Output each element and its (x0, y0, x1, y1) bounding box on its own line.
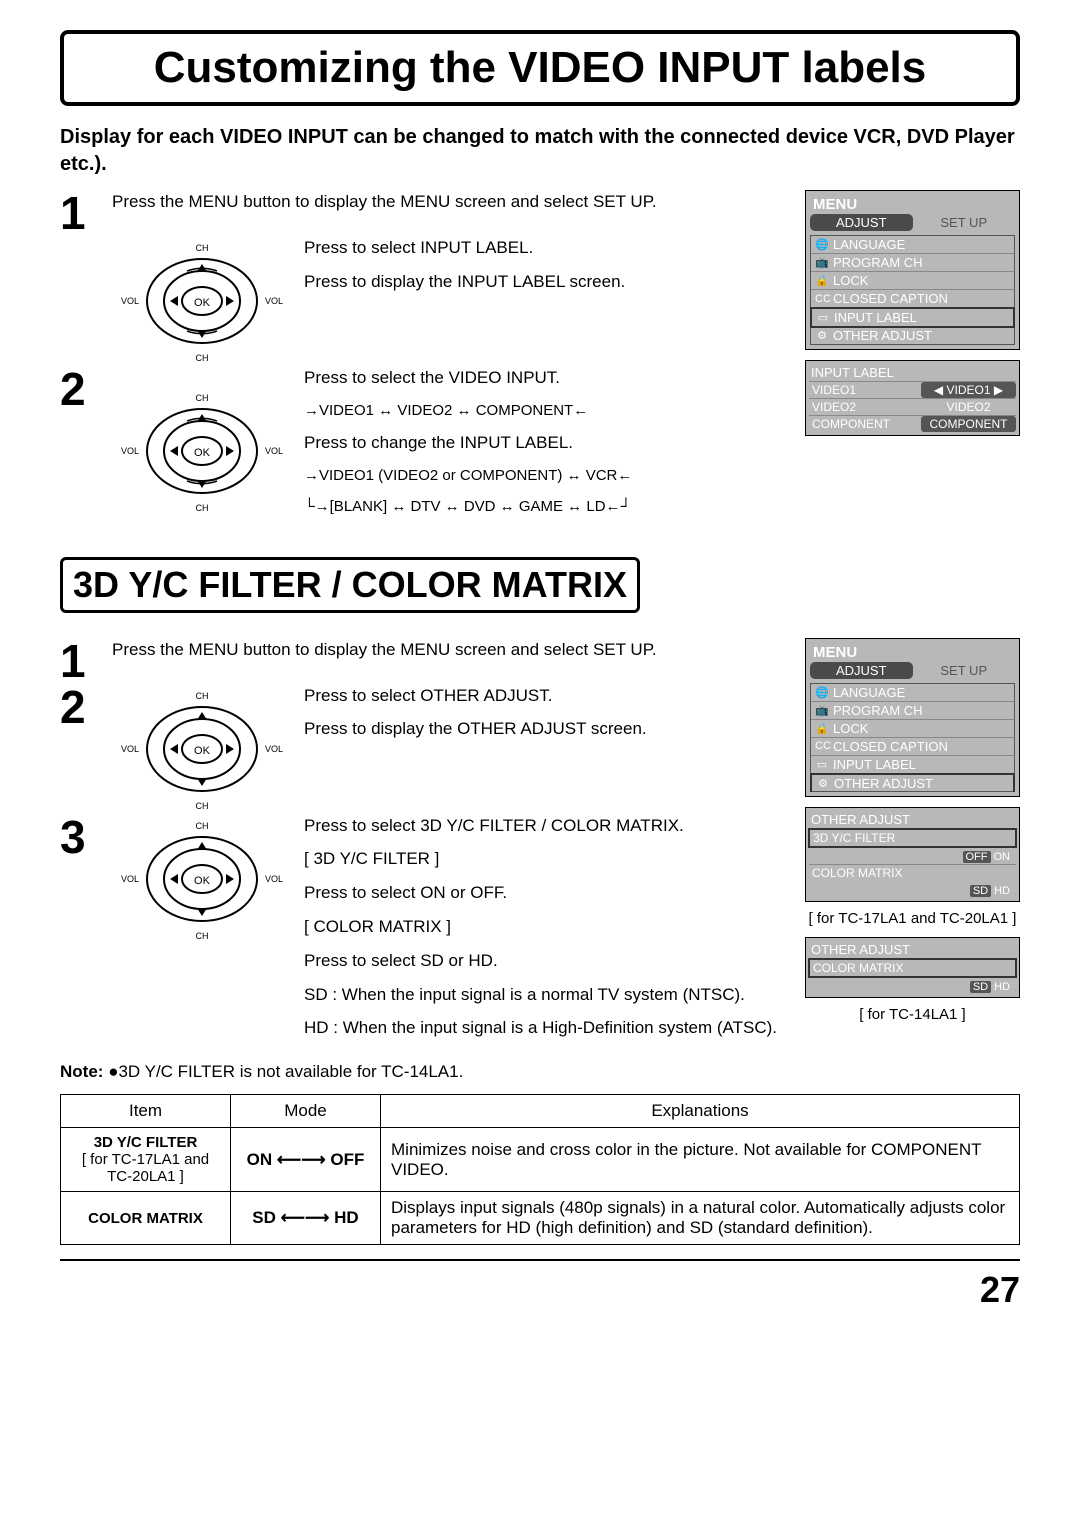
svg-text:CH: CH (196, 931, 209, 941)
note: Note: ●3D Y/C FILTER is not available fo… (60, 1062, 1020, 1082)
step-number: 1 (60, 638, 100, 684)
osd-input-label-title: INPUT LABEL (809, 364, 1016, 381)
svg-text:VOL: VOL (265, 446, 283, 456)
svg-text:CH: CH (196, 353, 209, 363)
svg-text:VOL: VOL (265, 744, 283, 754)
osd-item-input-label: ▭INPUT LABEL (810, 307, 1015, 328)
s2-step3-hd: HD : When the input signal is a High-Def… (304, 1016, 795, 1040)
s1-step1b: Press to display the INPUT LABEL screen. (304, 270, 795, 294)
section2-title-frame: 3D Y/C FILTER / COLOR MATRIX (60, 557, 640, 613)
s2-step2a: Press to select OTHER ADJUST. (304, 684, 795, 708)
section1-intro: Display for each VIDEO INPUT can be chan… (60, 124, 1020, 178)
s1-step2-flow2b: └→[BLANK] ↔ DTV ↔ DVD ↔ GAME ↔ LD←┘ (304, 496, 795, 517)
osd-section2: MENU ADJUST SET UP 🌐LANGUAGE 📺PROGRAM CH… (805, 638, 1020, 1051)
osd-section1: MENU ADJUST SET UP 🌐LANGUAGE 📺PROGRAM CH… (805, 190, 1020, 527)
osd-tab-adjust: ADJUST (810, 214, 913, 231)
osd-tab-setup: SET UP (913, 214, 1016, 231)
svg-text:VOL: VOL (265, 296, 283, 306)
td-expl: Minimizes noise and cross color in the p… (381, 1128, 1020, 1192)
page-number: 27 (60, 1269, 1020, 1311)
svg-text:CH: CH (196, 503, 209, 513)
svg-text:OK: OK (194, 875, 211, 887)
svg-text:CH: CH (196, 691, 209, 701)
section2-title: 3D Y/C FILTER / COLOR MATRIX (71, 564, 629, 606)
osd-item-other-adjust: ⚙OTHER ADJUST (811, 327, 1014, 344)
s2-step3b-label: [ 3D Y/C FILTER ] (304, 847, 795, 871)
section1-title-frame: Customizing the VIDEO INPUT labels (60, 30, 1020, 106)
osd-menu: MENU ADJUST SET UP 🌐LANGUAGE 📺PROGRAM CH… (805, 190, 1020, 350)
svg-text:OK: OK (194, 745, 211, 757)
step-number: 2 (60, 684, 100, 730)
svg-text:CH: CH (196, 801, 209, 811)
bottom-rule (60, 1259, 1020, 1261)
s1-step2b: Press to change the INPUT LABEL. (304, 431, 795, 455)
osd-item-cc: CCCLOSED CAPTION (811, 290, 1014, 308)
section1-body: 1 Press the MENU button to display the M… (60, 190, 1020, 527)
osd-caption-1: [ for TC-17LA1 and TC-20LA1 ] (805, 910, 1020, 927)
page: Customizing the VIDEO INPUT labels Displ… (0, 0, 1080, 1331)
section1-title: Customizing the VIDEO INPUT labels (69, 39, 1011, 97)
svg-text:CH: CH (196, 821, 209, 831)
osd-menu-2: MENU ADJUST SET UP 🌐LANGUAGE 📺PROGRAM CH… (805, 638, 1020, 797)
note-text: ●3D Y/C FILTER is not available for TC-1… (108, 1062, 463, 1081)
s1-step2a: Press to select the VIDEO INPUT. (304, 366, 795, 390)
step-number: 3 (60, 814, 100, 860)
s1-step2-flow: →VIDEO1 ↔ VIDEO2 ↔ COMPONENT← (304, 400, 795, 421)
explanation-table: Item Mode Explanations 3D Y/C FILTER [ f… (60, 1094, 1020, 1245)
osd-item-lock: 🔒LOCK (811, 272, 1014, 290)
s2-step2: 2 OK CH CH VOL VOL (60, 684, 795, 814)
s2-step3c-label: [ COLOR MATRIX ] (304, 915, 795, 939)
s1-step2-flow2a: →VIDEO1 (VIDEO2 or COMPONENT) ↔ VCR← (304, 465, 795, 486)
step-number: 2 (60, 366, 100, 412)
svg-text:VOL: VOL (121, 744, 139, 754)
s2-step3: 3 OK CH CH VOL VOL (60, 814, 795, 1051)
svg-text:OK: OK (194, 297, 211, 309)
s2-step3a: Press to select 3D Y/C FILTER / COLOR MA… (304, 814, 795, 838)
table-row: COLOR MATRIX SD ⟵⟶ HD Displays input sig… (61, 1192, 1020, 1245)
svg-text:VOL: VOL (121, 446, 139, 456)
svg-text:OK: OK (194, 447, 211, 459)
svg-text:VOL: VOL (121, 296, 139, 306)
s1-step2: 2 OK CH CH VOL VOL (60, 366, 795, 527)
svg-text:VOL: VOL (121, 874, 139, 884)
th-item: Item (61, 1095, 231, 1128)
s2-step3c: Press to select SD or HD. (304, 949, 795, 973)
osd-item-program-ch: 📺PROGRAM CH (811, 254, 1014, 272)
remote-diagram: OK CH CH VOL VOL (112, 236, 292, 366)
osd-input-label: INPUT LABEL VIDEO1◀ VIDEO1 ▶ VIDEO2VIDEO… (805, 360, 1020, 436)
s2-step1-text: Press the MENU button to display the MEN… (112, 638, 795, 662)
s1-step1-text: Press the MENU button to display the MEN… (112, 190, 795, 214)
s1-step1a: Press to select INPUT LABEL. (304, 236, 795, 260)
note-label: Note: (60, 1062, 103, 1081)
table-row: 3D Y/C FILTER [ for TC-17LA1 and TC-20LA… (61, 1128, 1020, 1192)
osd-item-language: 🌐LANGUAGE (811, 236, 1014, 254)
s1-step1: 1 Press the MENU button to display the M… (60, 190, 795, 236)
section2-body: 1 Press the MENU button to display the M… (60, 638, 1020, 1051)
th-mode: Mode (231, 1095, 381, 1128)
svg-text:CH: CH (196, 393, 209, 403)
osd-caption-2: [ for TC-14LA1 ] (805, 1006, 1020, 1023)
s2-step3-sd: SD : When the input signal is a normal T… (304, 983, 795, 1007)
td-expl: Displays input signals (480p signals) in… (381, 1192, 1020, 1245)
s2-step2b: Press to display the OTHER ADJUST screen… (304, 717, 795, 741)
osd-other-adjust-2: OTHER ADJUST COLOR MATRIX SDHD (805, 937, 1020, 998)
step-number: 1 (60, 190, 100, 236)
osd-other-adjust-1: OTHER ADJUST 3D Y/C FILTER OFFON COLOR M… (805, 807, 1020, 902)
s2-step1: 1 Press the MENU button to display the M… (60, 638, 795, 684)
remote-diagram: OK CH CH VOL VOL (112, 386, 292, 516)
s2-step3b: Press to select ON or OFF. (304, 881, 795, 905)
remote-diagram: OK CH CH VOL VOL (112, 814, 292, 944)
svg-text:CH: CH (196, 243, 209, 253)
th-expl: Explanations (381, 1095, 1020, 1128)
remote-diagram: OK CH CH VOL VOL (112, 684, 292, 814)
osd-menu-title: MENU (810, 195, 1015, 214)
svg-text:VOL: VOL (265, 874, 283, 884)
